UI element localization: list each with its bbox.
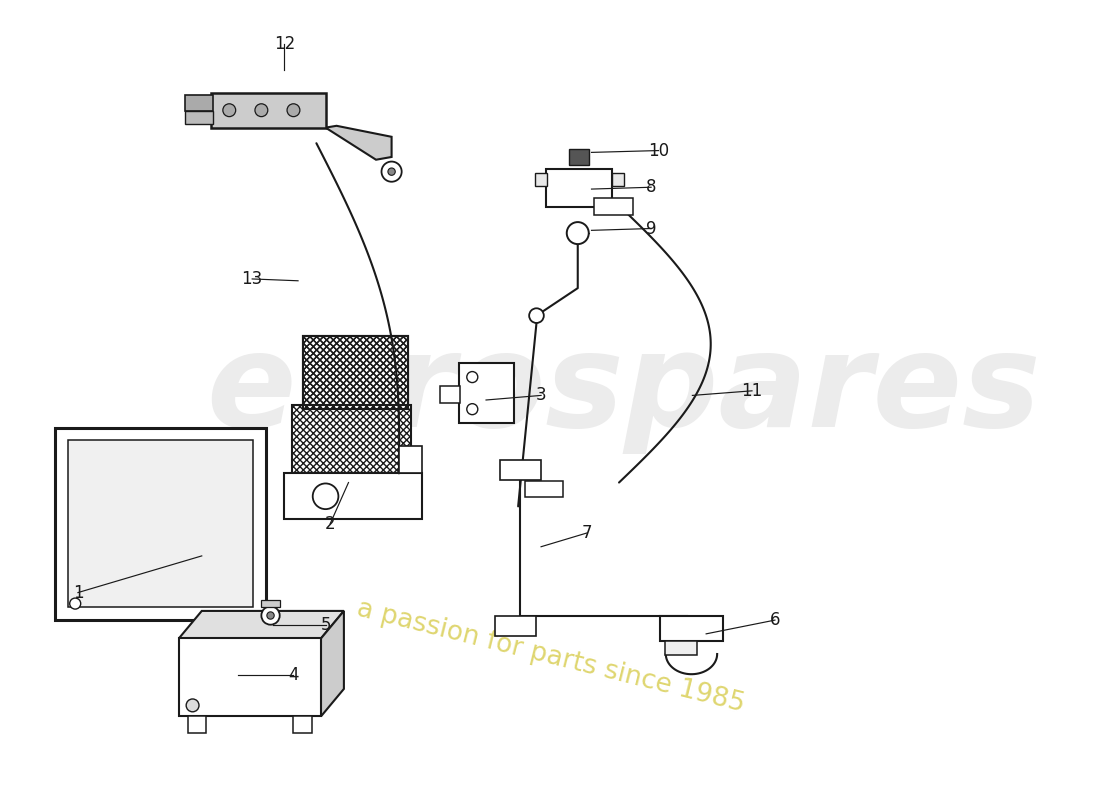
FancyBboxPatch shape	[211, 93, 326, 128]
FancyBboxPatch shape	[546, 169, 612, 207]
Circle shape	[267, 612, 274, 619]
Text: 4: 4	[288, 666, 299, 684]
Text: 8: 8	[646, 178, 657, 196]
Text: 3: 3	[536, 386, 547, 405]
Circle shape	[69, 598, 80, 609]
Text: 10: 10	[648, 142, 669, 159]
FancyBboxPatch shape	[302, 336, 408, 409]
FancyBboxPatch shape	[179, 638, 321, 716]
Text: 6: 6	[770, 611, 780, 629]
Text: eurospares: eurospares	[206, 327, 1041, 454]
Text: 13: 13	[242, 270, 263, 288]
Text: 7: 7	[582, 524, 592, 542]
Polygon shape	[284, 474, 422, 519]
Polygon shape	[321, 611, 344, 716]
FancyBboxPatch shape	[262, 600, 279, 607]
Circle shape	[529, 308, 543, 323]
Circle shape	[255, 104, 267, 117]
Circle shape	[388, 168, 395, 175]
FancyBboxPatch shape	[294, 716, 311, 733]
FancyBboxPatch shape	[525, 481, 563, 498]
Circle shape	[466, 404, 477, 414]
Text: 1: 1	[73, 583, 84, 602]
Circle shape	[466, 371, 477, 382]
FancyBboxPatch shape	[535, 174, 547, 186]
Circle shape	[566, 222, 588, 244]
Circle shape	[312, 483, 339, 509]
FancyBboxPatch shape	[292, 405, 410, 474]
FancyBboxPatch shape	[185, 94, 212, 111]
Text: 11: 11	[741, 382, 762, 400]
FancyBboxPatch shape	[594, 198, 632, 214]
FancyBboxPatch shape	[440, 386, 461, 402]
Polygon shape	[459, 363, 514, 423]
Circle shape	[223, 104, 235, 117]
FancyBboxPatch shape	[569, 149, 589, 166]
FancyBboxPatch shape	[499, 460, 541, 480]
Polygon shape	[326, 126, 392, 160]
Circle shape	[262, 606, 279, 625]
Circle shape	[186, 699, 199, 712]
FancyBboxPatch shape	[399, 446, 422, 474]
FancyBboxPatch shape	[55, 427, 266, 620]
Polygon shape	[179, 611, 344, 638]
FancyBboxPatch shape	[185, 111, 212, 124]
Text: a passion for parts since 1985: a passion for parts since 1985	[353, 596, 747, 718]
FancyBboxPatch shape	[68, 440, 253, 607]
FancyBboxPatch shape	[188, 716, 207, 733]
FancyBboxPatch shape	[612, 174, 624, 186]
Circle shape	[382, 162, 402, 182]
Circle shape	[287, 104, 300, 117]
Text: 9: 9	[646, 219, 657, 238]
FancyBboxPatch shape	[495, 615, 537, 636]
Text: 2: 2	[324, 515, 336, 533]
Text: 12: 12	[274, 35, 295, 53]
Text: 5: 5	[320, 616, 331, 634]
FancyBboxPatch shape	[664, 641, 697, 655]
FancyBboxPatch shape	[660, 615, 723, 641]
